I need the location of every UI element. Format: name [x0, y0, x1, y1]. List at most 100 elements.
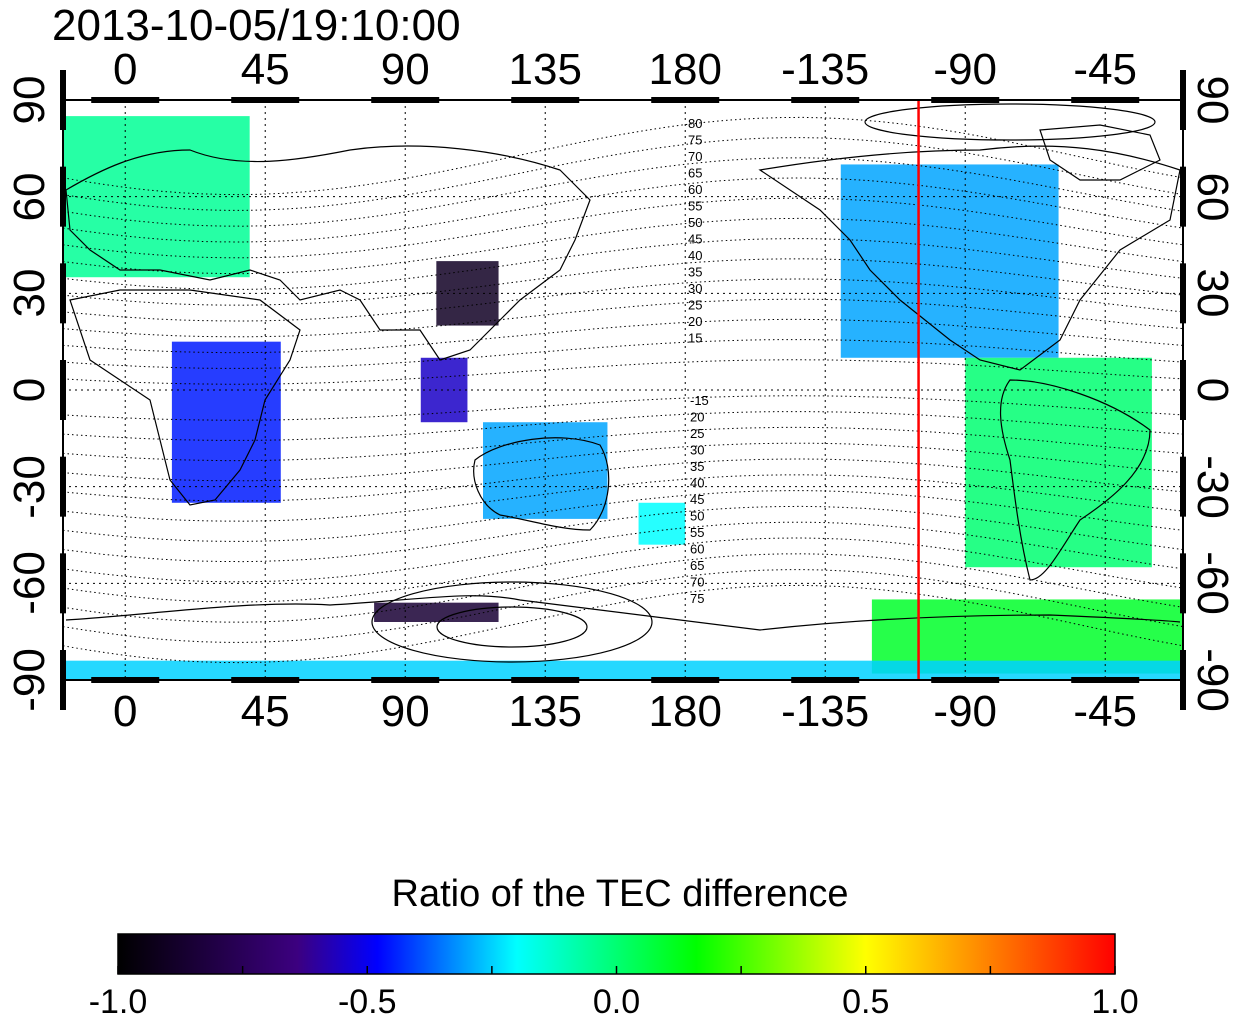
x-tick-label-bottom: -45 — [1073, 687, 1138, 736]
australia-coast — [473, 437, 610, 531]
x-tick-label-top: 180 — [648, 45, 722, 94]
colorbar-tick-label: 0.5 — [842, 983, 890, 1021]
magnetic-latitude-contours: 8075706560555045403530252015-15202530354… — [63, 103, 1183, 664]
contour-label: 70 — [688, 149, 702, 164]
mag-lat-contour — [63, 137, 1183, 211]
frame-tick-right — [1180, 360, 1186, 420]
tec-region-7 — [840, 164, 1059, 358]
tec-region-8 — [965, 357, 1152, 568]
y-tick-label-right: -90 — [1188, 648, 1237, 712]
tec-region-2 — [436, 261, 499, 326]
y-tick-label-right: 60 — [1188, 172, 1237, 222]
antarctica-coast — [65, 595, 1181, 631]
y-tick-label-left: 90 — [5, 75, 54, 125]
contour-label: 45 — [688, 232, 702, 247]
x-tick-label-bottom: -135 — [781, 687, 870, 736]
y-tick-label-left: -90 — [5, 648, 54, 712]
y-tick-label-left: -60 — [5, 551, 54, 616]
contour-label: 25 — [688, 298, 702, 313]
frame-tick-top — [371, 97, 440, 103]
greenland-coast — [1039, 124, 1161, 181]
mag-lat-contour — [63, 278, 1183, 322]
tec-region-6 — [374, 602, 499, 622]
contour-label: 45 — [690, 492, 704, 507]
frame-tick-left — [60, 166, 66, 227]
x-tick-label-top: 0 — [112, 45, 138, 94]
colorbar-ticks — [117, 966, 1116, 974]
mag-lat-contour — [63, 217, 1183, 275]
frame-tick-bottom — [371, 677, 440, 683]
frame-tick-right — [1180, 166, 1186, 227]
contour-label: 15 — [688, 331, 702, 346]
europe-asia-coast — [65, 145, 591, 361]
contour-label: 40 — [688, 248, 702, 263]
mag-lat-contour — [63, 490, 1183, 542]
contour-label: 25 — [690, 426, 704, 441]
x-tick-label-bottom: 90 — [380, 687, 430, 736]
contour-label: 70 — [690, 575, 704, 590]
frame-tick-left — [60, 360, 66, 420]
colorbar-tick-label: 0.0 — [592, 983, 641, 1021]
tec-region-1 — [171, 341, 281, 503]
x-tick-label-bottom: -90 — [933, 687, 998, 736]
contour-label: 65 — [690, 558, 704, 573]
x-tick-label-top: 45 — [240, 45, 290, 94]
tec-region-10 — [63, 660, 1183, 680]
x-tick-label-top: -90 — [933, 45, 998, 94]
contour-label: 75 — [690, 591, 704, 606]
contour-label: -15 — [690, 393, 709, 408]
frame-tick-bottom — [791, 677, 860, 683]
south-america-coast — [1000, 379, 1151, 581]
frame-tick-bottom — [231, 677, 300, 683]
mag-lat-contour — [63, 197, 1183, 259]
contour-label: 50 — [688, 215, 702, 230]
contour-label: 40 — [690, 476, 704, 491]
y-tick-label-right: 30 — [1188, 268, 1237, 318]
frame-tick-top — [791, 97, 860, 103]
contour-label: 30 — [690, 443, 704, 458]
frame-tick-top — [511, 97, 580, 103]
frame-tick-right — [1180, 70, 1186, 130]
frame-tick-bottom — [511, 677, 580, 683]
north-pole-contour — [864, 103, 1156, 141]
frame-tick-top — [231, 97, 300, 103]
africa-coast — [69, 289, 301, 506]
contour-label: 20 — [688, 314, 702, 329]
mag-lat-contour — [63, 238, 1183, 290]
y-tick-label-right: 90 — [1188, 75, 1237, 125]
contour-label: 35 — [688, 265, 702, 280]
map-title: 2013-10-05/19:10:00 — [52, 1, 461, 50]
x-tick-label-bottom: 180 — [648, 687, 722, 736]
contour-label: 65 — [688, 166, 702, 181]
y-tick-label-right: 0 — [1188, 377, 1237, 403]
colorbar-tick-label: -1.0 — [88, 983, 148, 1021]
contour-label: 60 — [688, 182, 702, 197]
contour-label: 35 — [690, 459, 704, 474]
contour-label: 75 — [688, 133, 702, 148]
x-tick-label-bottom: 45 — [240, 687, 290, 736]
mag-lat-contour — [63, 505, 1183, 563]
x-tick-label-bottom: 135 — [508, 687, 582, 736]
frame-tick-bottom — [91, 677, 160, 683]
y-tick-label-left: 60 — [5, 172, 54, 222]
frame-tick-top — [931, 97, 1000, 103]
mag-lat-contour — [63, 458, 1183, 502]
colorbar-tick-label: -0.5 — [337, 983, 397, 1021]
contour-label: 20 — [690, 410, 704, 425]
y-tick-label-right: -30 — [1188, 454, 1237, 519]
x-tick-label-top: 90 — [380, 45, 430, 94]
y-tick-label-left: -30 — [5, 454, 54, 519]
tec-region-5 — [638, 502, 686, 545]
mag-lat-contour — [63, 474, 1183, 522]
contour-label: 80 — [688, 116, 702, 131]
mag-lat-contour — [63, 569, 1183, 643]
contour-label: 55 — [688, 199, 702, 214]
frame-tick-right — [1180, 263, 1186, 324]
tec-ratio-cells — [63, 116, 1183, 680]
x-tick-label-bottom: 0 — [112, 687, 138, 736]
y-tick-label-left: 30 — [5, 268, 54, 318]
frame-ticks — [60, 70, 1186, 710]
colorbar-label: Ratio of the TEC difference — [391, 873, 849, 915]
y-tick-label-left: 0 — [5, 377, 54, 403]
